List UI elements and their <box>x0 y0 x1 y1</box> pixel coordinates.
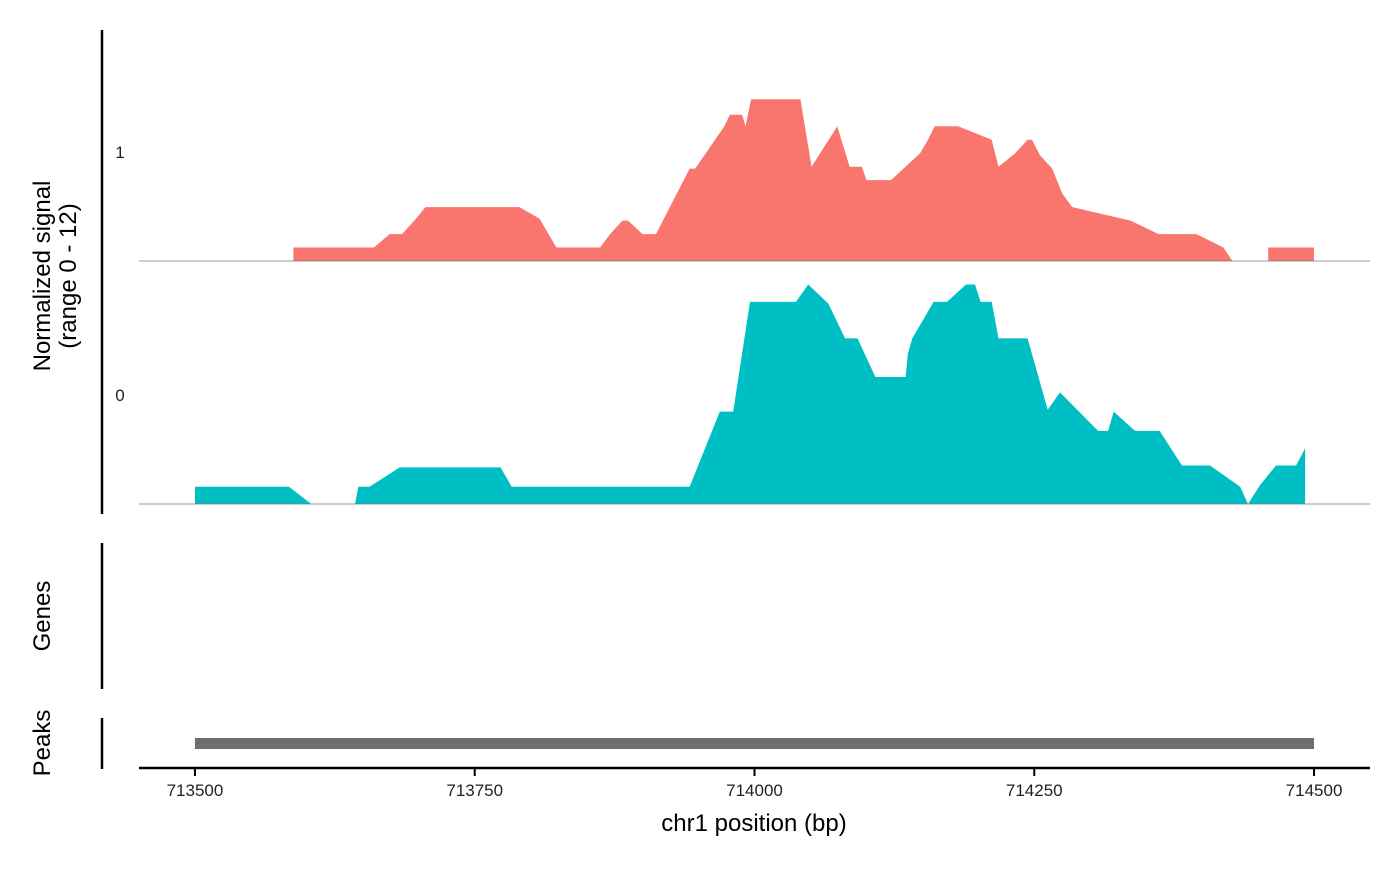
y-axis-label: Normalized signal <box>29 181 56 372</box>
track-label: 1 <box>115 143 124 162</box>
x-tick-label: 714250 <box>1006 781 1063 800</box>
x-tick-label: 713500 <box>167 781 224 800</box>
coverage-area <box>195 284 1306 504</box>
x-axis-label: chr1 position (bp) <box>661 810 846 837</box>
track-label: 0 <box>115 386 124 405</box>
x-tick-label: 713750 <box>446 781 503 800</box>
genes-label: Genes <box>29 581 56 652</box>
peak <box>194 738 1315 749</box>
y-axis-label: (range 0 - 12) <box>55 203 82 348</box>
x-tick-label: 714500 <box>1286 781 1343 800</box>
coverage-area <box>293 99 1314 261</box>
x-tick-label: 714000 <box>726 781 783 800</box>
peaks-label: Peaks <box>29 710 56 777</box>
